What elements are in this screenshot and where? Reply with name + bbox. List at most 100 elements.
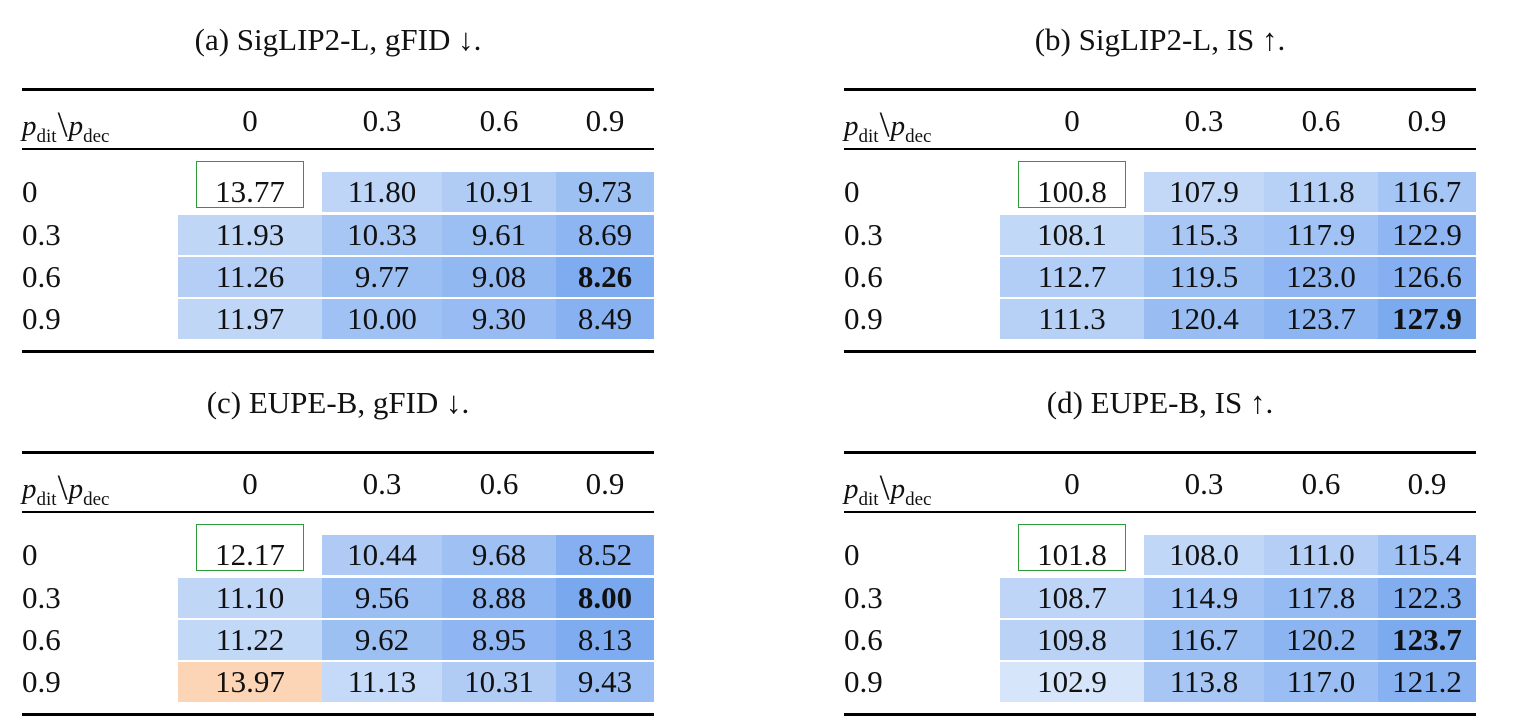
table-cell: 111.3	[1000, 299, 1144, 339]
column-header: 0.9	[585, 103, 625, 138]
column-header: 0	[1064, 103, 1080, 138]
table-cell: 111.8	[1264, 172, 1378, 212]
table-cell: 11.93	[178, 215, 322, 255]
column-header: 0.6	[1301, 466, 1341, 501]
table-cell: 11.13	[322, 662, 442, 702]
table-cell: 114.9	[1144, 578, 1264, 618]
row-label: 0.3	[22, 580, 61, 615]
column-header: 0.6	[479, 466, 519, 501]
corner-backslash: \	[57, 104, 68, 144]
table-cell: 108.7	[1000, 578, 1144, 618]
table-cell: 123.7	[1378, 620, 1476, 660]
table-cell: 9.08	[442, 257, 556, 297]
table-cell: 13.77	[178, 161, 322, 212]
corner-sub-dec: dec	[905, 126, 932, 147]
corner-backslash: \	[57, 467, 68, 507]
table-cell: 8.00	[556, 578, 654, 618]
table-panel-c: (c) EUPE-B, gFID ↓. pdit\pdec 0 0.3 0.6 0.9 0 1…	[22, 363, 654, 725]
table-panel-d: (d) EUPE-B, IS ↑. pdit\pdec 0 0.3 0.6 0.9 0 101…	[844, 363, 1476, 725]
table-cell: 115.3	[1144, 215, 1264, 255]
table-cell: 12.17	[178, 524, 322, 575]
corner-backslash: \	[879, 104, 890, 144]
panel-caption: (a) SigLIP2-L, gFID ↓.	[194, 22, 482, 57]
column-header: 0.3	[362, 466, 402, 501]
table-cell: 11.26	[178, 257, 322, 297]
table-cell: 9.30	[442, 299, 556, 339]
table-cell: 8.49	[556, 299, 654, 339]
bottom-rule	[22, 713, 654, 716]
table-cell: 11.80	[322, 172, 442, 212]
table-cell: 117.8	[1264, 578, 1378, 618]
table-cell: 109.8	[1000, 620, 1144, 660]
mid-rule	[844, 511, 1476, 513]
corner-p-dec: p	[890, 473, 906, 505]
panel-caption: (c) EUPE-B, gFID ↓.	[206, 385, 470, 420]
corner-p-dit: p	[22, 110, 37, 142]
table-cell: 11.10	[178, 578, 322, 618]
table-cell: 101.8	[1000, 524, 1144, 575]
column-header: 0.9	[585, 466, 625, 501]
header-corner: pdit\pdec	[844, 103, 931, 150]
corner-p-dit: p	[22, 473, 37, 505]
corner-backslash: \	[879, 467, 890, 507]
column-header: 0	[242, 103, 258, 138]
mid-rule	[22, 511, 654, 513]
top-rule	[844, 88, 1476, 91]
table-cell: 9.73	[556, 172, 654, 212]
corner-sub-dec: dec	[83, 489, 110, 510]
table-cell: 116.7	[1378, 172, 1476, 212]
column-header: 0	[1064, 466, 1080, 501]
bottom-rule	[844, 350, 1476, 353]
column-header: 0.6	[1301, 103, 1341, 138]
header-corner: pdit\pdec	[844, 466, 931, 513]
corner-sub-dit: dit	[36, 126, 57, 147]
table-cell: 8.69	[556, 215, 654, 255]
corner-sub-dit: dit	[858, 489, 879, 510]
corner-sub-dec: dec	[83, 126, 110, 147]
corner-p-dec: p	[890, 110, 906, 142]
mid-rule	[22, 148, 654, 150]
table-cell: 117.0	[1264, 662, 1378, 702]
table-cell: 8.26	[556, 257, 654, 297]
bottom-rule	[22, 350, 654, 353]
table-cell: 9.56	[322, 578, 442, 618]
table-cell: 10.00	[322, 299, 442, 339]
table-cell: 13.97	[178, 662, 322, 702]
row-label: 0.9	[844, 301, 883, 336]
table-panel-a: (a) SigLIP2-L, gFID ↓. pdit\pdec 0 0.3 0.6 0.…	[22, 0, 654, 362]
corner-p-dec: p	[68, 110, 84, 142]
corner-p-dec: p	[68, 473, 84, 505]
row-label: 0.9	[844, 664, 883, 699]
table-cell: 10.44	[322, 535, 442, 575]
row-label: 0.9	[22, 301, 61, 336]
row-label: 0.6	[844, 259, 883, 294]
table-cell: 126.6	[1378, 257, 1476, 297]
corner-sub-dit: dit	[858, 126, 879, 147]
panel-caption: (b) SigLIP2-L, IS ↑.	[1034, 22, 1286, 57]
corner-sub-dec: dec	[905, 489, 932, 510]
row-label: 0.6	[22, 622, 61, 657]
table-cell: 120.2	[1264, 620, 1378, 660]
column-header: 0.3	[1184, 103, 1224, 138]
table-cell: 9.43	[556, 662, 654, 702]
table-cell: 9.77	[322, 257, 442, 297]
column-header: 0	[242, 466, 258, 501]
row-label: 0.6	[22, 259, 61, 294]
table-cell: 127.9	[1378, 299, 1476, 339]
panel-caption: (d) EUPE-B, IS ↑.	[1046, 385, 1274, 420]
row-label: 0	[844, 537, 860, 572]
table-cell: 112.7	[1000, 257, 1144, 297]
table-cell: 120.4	[1144, 299, 1264, 339]
table-cell: 8.95	[442, 620, 556, 660]
table-cell: 119.5	[1144, 257, 1264, 297]
table-cell: 8.52	[556, 535, 654, 575]
row-label: 0.9	[22, 664, 61, 699]
table-cell: 123.7	[1264, 299, 1378, 339]
table-cell: 102.9	[1000, 662, 1144, 702]
mid-rule	[844, 148, 1476, 150]
table-panel-b: (b) SigLIP2-L, IS ↑. pdit\pdec 0 0.3 0.6 0.9 0…	[844, 0, 1476, 362]
table-cell: 113.8	[1144, 662, 1264, 702]
header-corner: pdit\pdec	[22, 103, 109, 150]
table-cell: 116.7	[1144, 620, 1264, 660]
table-cell: 108.1	[1000, 215, 1144, 255]
